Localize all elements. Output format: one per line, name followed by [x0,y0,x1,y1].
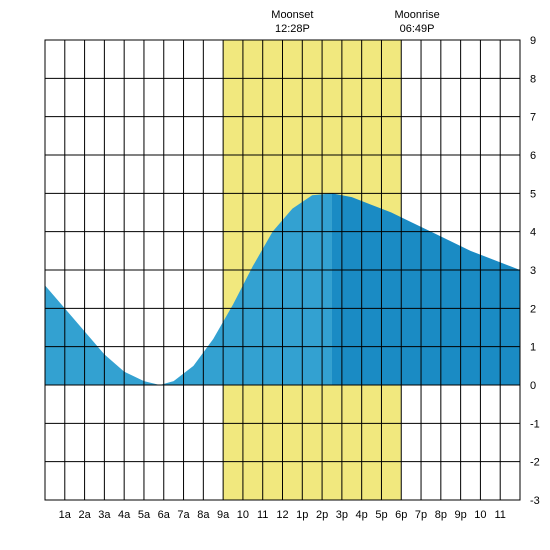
y-tick-label: 1 [530,342,536,354]
x-tick-label: 2a [78,509,91,521]
annotation-label: Moonrise [394,9,439,21]
y-tick-label: 9 [530,35,536,47]
x-tick-label: 8a [197,509,210,521]
x-tick-label: 3p [336,509,348,521]
x-tick-label: 11 [257,509,268,521]
y-tick-label: -2 [530,457,540,469]
x-tick-label: 8p [435,509,447,521]
x-tick-label: 9p [455,509,467,521]
y-tick-label: 0 [530,380,536,392]
x-tick-label: 11 [494,509,505,521]
x-tick-label: 2p [316,509,328,521]
x-tick-label: 12 [276,509,288,521]
annotation-label: Moonset [271,9,313,21]
y-tick-label: 2 [530,303,536,315]
x-tick-label: 6a [158,509,171,521]
y-tick-label: 6 [530,150,536,162]
chart-svg: 1a2a3a4a5a6a7a8a9a1011121p2p3p4p5p6p7p8p… [0,0,550,550]
x-tick-label: 1a [59,509,72,521]
x-tick-label: 5a [138,509,151,521]
y-tick-label: -3 [530,495,540,507]
x-tick-label: 5p [375,509,387,521]
y-tick-label: 8 [530,73,536,85]
y-tick-label: 3 [530,265,536,277]
y-tick-label: 7 [530,112,536,124]
x-tick-label: 9a [217,509,230,521]
y-tick-label: -1 [530,418,540,430]
y-tick-label: 4 [530,227,536,239]
x-tick-label: 1p [296,509,308,521]
x-tick-label: 10 [237,509,249,521]
y-tick-label: 5 [530,188,536,200]
x-tick-label: 3a [98,509,111,521]
x-tick-label: 10 [474,509,486,521]
x-tick-label: 7a [177,509,190,521]
x-tick-label: 6p [395,509,407,521]
annotation-time: 06:49P [400,23,435,35]
x-tick-label: 7p [415,509,427,521]
x-tick-label: 4a [118,509,131,521]
annotation-time: 12:28P [275,23,310,35]
x-tick-label: 4p [356,509,368,521]
tide-chart: 1a2a3a4a5a6a7a8a9a1011121p2p3p4p5p6p7p8p… [0,0,550,550]
